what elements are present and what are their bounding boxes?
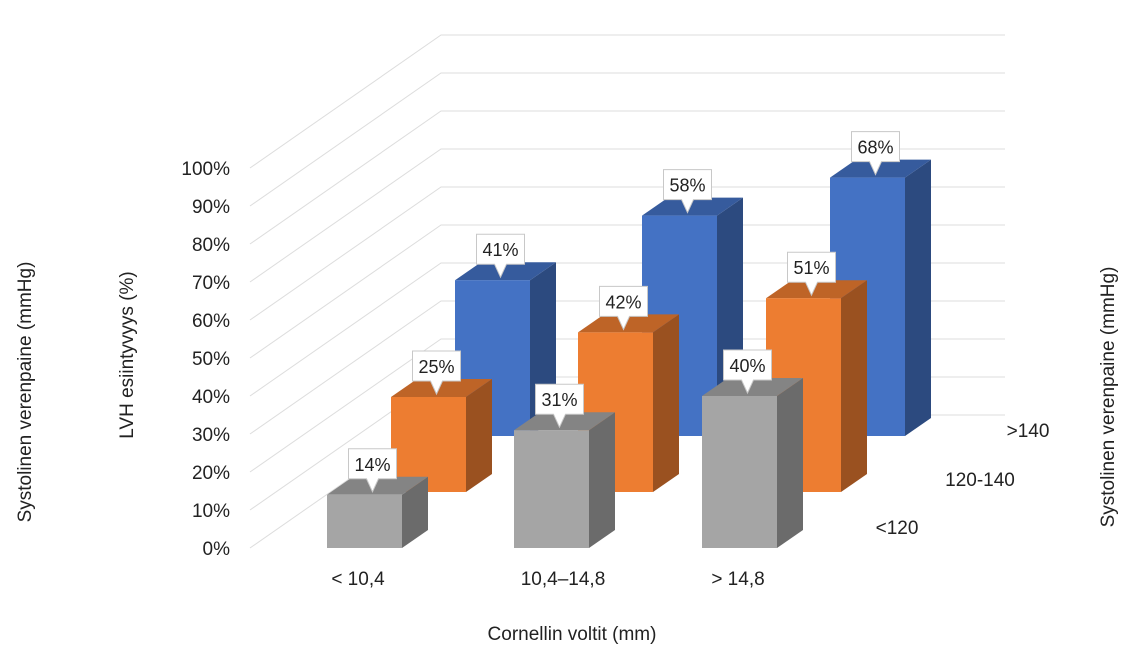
x-category-label: > 14,8 (711, 569, 764, 590)
y-tick-labels: 0% 10% 20% 30% 40% 50% 60% 70% 80% 90% 100% (181, 159, 230, 560)
bar-top (391, 379, 492, 397)
data-label: 40% (723, 349, 772, 395)
gridline (249, 224, 1005, 359)
gridline (249, 34, 1005, 169)
bar-top (578, 314, 679, 333)
y-tick-label: 90% (192, 197, 230, 218)
y-tick-label: 70% (192, 273, 230, 294)
data-label-box (476, 233, 525, 279)
bar-top (642, 197, 743, 216)
bar-side (466, 379, 492, 492)
data-label: 58% (663, 169, 712, 214)
data-label-box (723, 349, 772, 395)
data-label: 42% (599, 285, 648, 331)
bar (702, 378, 803, 548)
y-tick-label: 60% (192, 311, 230, 332)
bars-layer: 41% 58% 68% 25% 42% 51% 14% 31% 40% (327, 131, 931, 548)
data-label: 25% (412, 350, 461, 396)
bar-side (905, 159, 931, 436)
gridline (249, 148, 1005, 283)
bar-top (514, 412, 615, 431)
data-label-box (851, 131, 900, 176)
x-category-label: < 10,4 (331, 569, 385, 590)
data-label-box (599, 285, 648, 331)
series-label: 120-140 (945, 470, 1015, 491)
y-tick-label: 0% (203, 539, 231, 560)
data-label-box (348, 448, 397, 493)
series-label: <120 (876, 518, 919, 539)
data-label-box (412, 350, 461, 396)
y-tick-label: 30% (192, 425, 230, 446)
data-label: 51% (787, 251, 836, 297)
bar-side (841, 280, 867, 492)
data-label: 41% (476, 233, 525, 279)
x-category-label: 10,4–14,8 (521, 569, 606, 590)
bar (514, 412, 615, 548)
data-label-text: 51% (793, 258, 829, 278)
data-label-box (535, 383, 584, 429)
depth-axis-title: Systolinen verenpaine (mmHg) (1098, 267, 1119, 528)
bar-front (702, 396, 777, 548)
series-labels: >140 120-140 <120 (876, 421, 1050, 539)
data-label-text: 42% (605, 292, 641, 312)
y-tick-label: 20% (192, 463, 230, 484)
data-label-text: 40% (729, 356, 765, 376)
gridline (249, 72, 1005, 207)
data-label-box (787, 251, 836, 297)
bar-side (589, 412, 615, 548)
bar-front (514, 430, 589, 548)
bar (327, 476, 428, 548)
data-label-text: 58% (669, 176, 705, 196)
data-label: 68% (851, 131, 900, 176)
data-label: 31% (535, 383, 584, 429)
y-tick-label: 10% (192, 501, 230, 522)
y-tick-label: 40% (192, 387, 230, 408)
bar-top (455, 262, 556, 281)
bar-side (777, 378, 803, 548)
bar-front (391, 397, 466, 492)
y-axis-title: LVH esiintyvyys (%) (117, 271, 138, 439)
bar (391, 379, 492, 492)
bar-front (327, 494, 402, 548)
gridline (249, 186, 1005, 321)
left-axis-title: Systolinen verenpaine (mmHg) (15, 262, 36, 523)
bar-side (402, 476, 428, 548)
x-axis-title: Cornellin voltit (mm) (488, 624, 657, 645)
x-category-labels: < 10,4 10,4–14,8 > 14,8 (331, 569, 764, 590)
data-label-text: 41% (482, 240, 518, 260)
y-tick-label: 50% (192, 349, 230, 370)
grid-layer (249, 34, 1005, 549)
bar-top (327, 476, 428, 495)
bar-top (766, 280, 867, 299)
data-label: 14% (348, 448, 397, 493)
data-label-text: 14% (354, 455, 390, 475)
data-label-text: 31% (541, 390, 577, 410)
data-label-text: 25% (418, 357, 454, 377)
gridline (249, 110, 1005, 245)
data-label-text: 68% (857, 138, 893, 158)
y-tick-label: 80% (192, 235, 230, 256)
bar-side (653, 314, 679, 492)
bar-top (702, 378, 803, 396)
y-tick-label: 100% (181, 159, 230, 180)
series-label: >140 (1007, 421, 1050, 442)
data-label-box (663, 169, 712, 214)
bar-top (830, 159, 931, 178)
